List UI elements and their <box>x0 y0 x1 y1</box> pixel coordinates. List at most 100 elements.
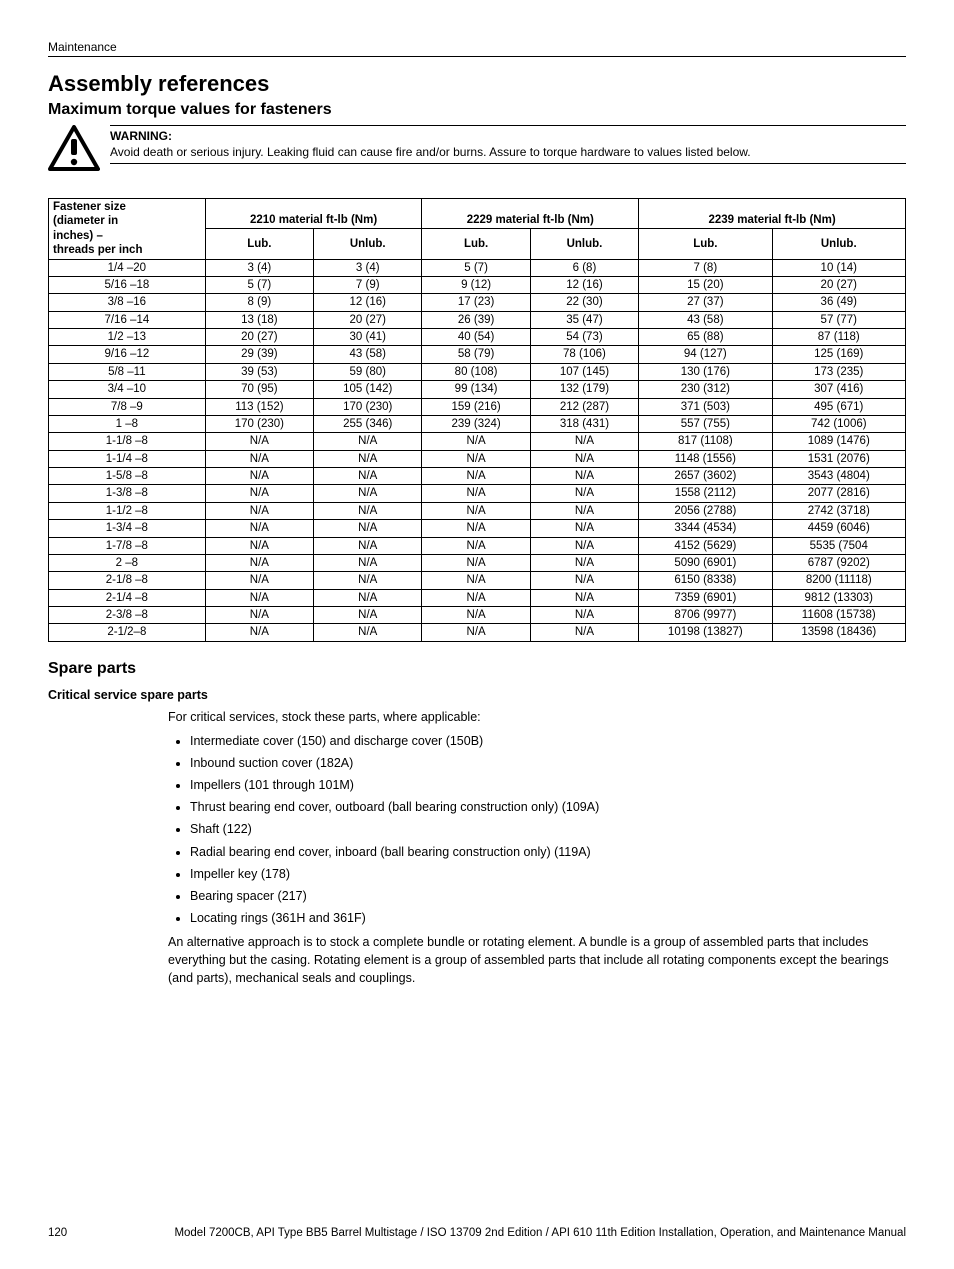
cell-size: 1-1/2 –8 <box>49 502 206 519</box>
cell-value: 94 (127) <box>639 346 772 363</box>
cell-value: 70 (95) <box>205 381 313 398</box>
cell-value: 12 (16) <box>314 294 422 311</box>
cell-value: 1531 (2076) <box>772 450 905 467</box>
cell-value: N/A <box>422 554 530 571</box>
cell-value: N/A <box>422 468 530 485</box>
cell-value: N/A <box>205 589 313 606</box>
cell-value: N/A <box>314 572 422 589</box>
cell-value: 8200 (11118) <box>772 572 905 589</box>
table-row: 1/4 –203 (4)3 (4)5 (7)6 (8)7 (8)10 (14) <box>49 259 906 276</box>
cell-value: N/A <box>422 537 530 554</box>
warning-box: WARNING: Avoid death or serious injury. … <box>48 125 906 174</box>
table-row: 3/8 –168 (9)12 (16)17 (23)22 (30)27 (37)… <box>49 294 906 311</box>
cell-value: N/A <box>422 520 530 537</box>
table-header-2210: 2210 material ft-lb (Nm) <box>205 199 422 229</box>
list-item: Shaft (122) <box>190 820 906 838</box>
cell-value: N/A <box>314 607 422 624</box>
table-subhead-unlub: Unlub. <box>314 229 422 259</box>
cell-value: 4152 (5629) <box>639 537 772 554</box>
cell-value: N/A <box>530 589 638 606</box>
cell-value: N/A <box>205 537 313 554</box>
cell-size: 2 –8 <box>49 554 206 571</box>
cell-size: 1-7/8 –8 <box>49 537 206 554</box>
cell-size: 1 –8 <box>49 415 206 432</box>
table-row: 2-1/8 –8N/AN/AN/AN/A6150 (8338)8200 (111… <box>49 572 906 589</box>
cell-value: N/A <box>314 468 422 485</box>
cell-value: N/A <box>530 554 638 571</box>
cell-value: 495 (671) <box>772 398 905 415</box>
cell-value: N/A <box>205 624 313 641</box>
cell-value: 35 (47) <box>530 311 638 328</box>
cell-size: 1/4 –20 <box>49 259 206 276</box>
cell-value: 5 (7) <box>422 259 530 276</box>
cell-value: 15 (20) <box>639 276 772 293</box>
table-row: 5/8 –1139 (53)59 (80)80 (108)107 (145)13… <box>49 363 906 380</box>
cell-value: N/A <box>422 502 530 519</box>
spare-parts-list: Intermediate cover (150) and discharge c… <box>168 732 906 927</box>
cell-value: 817 (1108) <box>639 433 772 450</box>
cell-value: 7 (9) <box>314 276 422 293</box>
cell-value: 371 (503) <box>639 398 772 415</box>
cell-value: N/A <box>314 450 422 467</box>
cell-value: N/A <box>530 607 638 624</box>
table-row: 1-5/8 –8N/AN/AN/AN/A2657 (3602)3543 (480… <box>49 468 906 485</box>
cell-value: 173 (235) <box>772 363 905 380</box>
cell-value: N/A <box>205 572 313 589</box>
cell-value: 307 (416) <box>772 381 905 398</box>
spare-parts-body: For critical services, stock these parts… <box>168 708 906 988</box>
page-header: Maintenance <box>48 40 906 57</box>
cell-value: N/A <box>530 520 638 537</box>
cell-value: 318 (431) <box>530 415 638 432</box>
cell-size: 5/16 –18 <box>49 276 206 293</box>
cell-value: N/A <box>314 433 422 450</box>
cell-value: 3543 (4804) <box>772 468 905 485</box>
cell-value: 8706 (9977) <box>639 607 772 624</box>
cell-value: 80 (108) <box>422 363 530 380</box>
table-row: 1/2 –1320 (27)30 (41)40 (54)54 (73)65 (8… <box>49 329 906 346</box>
table-header-2239: 2239 material ft-lb (Nm) <box>639 199 906 229</box>
cell-value: N/A <box>205 485 313 502</box>
cell-size: 1/2 –13 <box>49 329 206 346</box>
cell-size: 3/4 –10 <box>49 381 206 398</box>
cell-value: N/A <box>205 468 313 485</box>
cell-value: N/A <box>205 520 313 537</box>
cell-size: 2-1/2–8 <box>49 624 206 641</box>
cell-value: 10 (14) <box>772 259 905 276</box>
cell-value: N/A <box>422 485 530 502</box>
table-row: 2 –8N/AN/AN/AN/A5090 (6901)6787 (9202) <box>49 554 906 571</box>
cell-size: 1-1/4 –8 <box>49 450 206 467</box>
list-item: Intermediate cover (150) and discharge c… <box>190 732 906 750</box>
cell-value: N/A <box>422 624 530 641</box>
cell-size: 2-3/8 –8 <box>49 607 206 624</box>
cell-value: N/A <box>422 607 530 624</box>
cell-value: 9 (12) <box>422 276 530 293</box>
spare-parts-closing: An alternative approach is to stock a co… <box>168 933 906 987</box>
cell-value: N/A <box>314 554 422 571</box>
cell-value: 36 (49) <box>772 294 905 311</box>
cell-value: N/A <box>205 502 313 519</box>
cell-value: 39 (53) <box>205 363 313 380</box>
cell-value: 2742 (3718) <box>772 502 905 519</box>
warning-label: WARNING: <box>110 129 172 143</box>
table-row: 1-1/8 –8N/AN/AN/AN/A817 (1108)1089 (1476… <box>49 433 906 450</box>
cell-value: 58 (79) <box>422 346 530 363</box>
cell-value: 3 (4) <box>314 259 422 276</box>
table-row: 1-7/8 –8N/AN/AN/AN/A4152 (5629)5535 (750… <box>49 537 906 554</box>
cell-value: 20 (27) <box>205 329 313 346</box>
cell-value: N/A <box>422 433 530 450</box>
cell-value: 3 (4) <box>205 259 313 276</box>
cell-value: 12 (16) <box>530 276 638 293</box>
cell-value: 6 (8) <box>530 259 638 276</box>
cell-size: 1-3/4 –8 <box>49 520 206 537</box>
cell-value: N/A <box>314 537 422 554</box>
cell-value: 107 (145) <box>530 363 638 380</box>
cell-size: 7/8 –9 <box>49 398 206 415</box>
list-item: Impellers (101 through 101M) <box>190 776 906 794</box>
page-title: Assembly references <box>48 71 906 97</box>
list-item: Bearing spacer (217) <box>190 887 906 905</box>
cell-value: N/A <box>205 450 313 467</box>
cell-value: N/A <box>314 589 422 606</box>
cell-value: N/A <box>530 537 638 554</box>
table-subhead-unlub: Unlub. <box>530 229 638 259</box>
list-item: Inbound suction cover (182A) <box>190 754 906 772</box>
